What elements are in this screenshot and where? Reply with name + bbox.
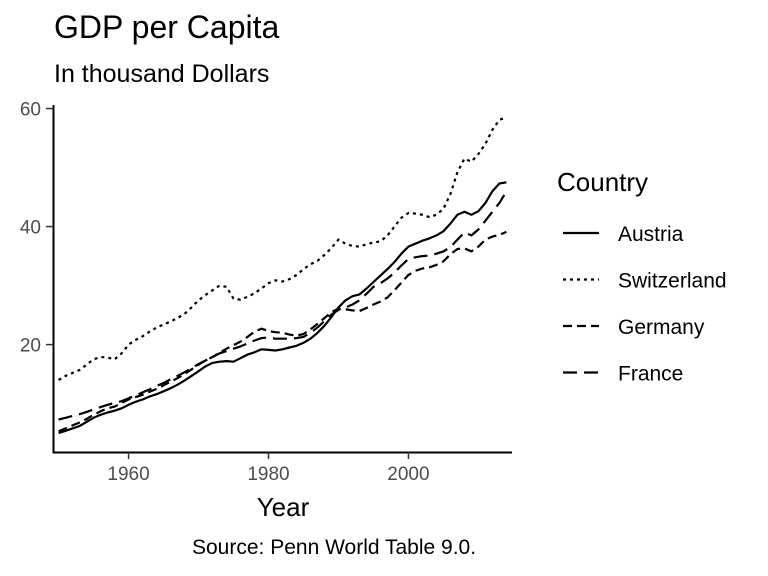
chart-caption: Source: Penn World Table 9.0. (192, 536, 477, 559)
y-tick-label: 40 (20, 218, 41, 239)
chart-title: GDP per Capita (54, 9, 280, 45)
ticks-layer: 1960 1980 2000 20 40 60 (20, 100, 430, 485)
x-axis-title: Year (257, 492, 310, 522)
x-tick-label: 1980 (247, 464, 289, 485)
series-line-switzerland (58, 116, 507, 381)
series-line-germany (58, 230, 507, 433)
legend-label-austria: Austria (618, 223, 684, 246)
x-tick-label: 2000 (387, 464, 429, 485)
chart-subtitle: In thousand Dollars (54, 60, 270, 88)
legend: Country Austria Switzerland Germany France (557, 167, 727, 386)
series-line-austria (58, 181, 507, 435)
series-layer (58, 116, 508, 435)
y-tick-label: 60 (20, 100, 41, 121)
legend-label-france: France (618, 363, 683, 386)
series-line-france (58, 190, 508, 421)
legend-label-switzerland: Switzerland (618, 270, 727, 293)
y-tick-label: 20 (20, 336, 41, 357)
legend-title: Country (557, 167, 648, 197)
legend-label-germany: Germany (618, 316, 705, 339)
x-tick-label: 1960 (107, 464, 149, 485)
